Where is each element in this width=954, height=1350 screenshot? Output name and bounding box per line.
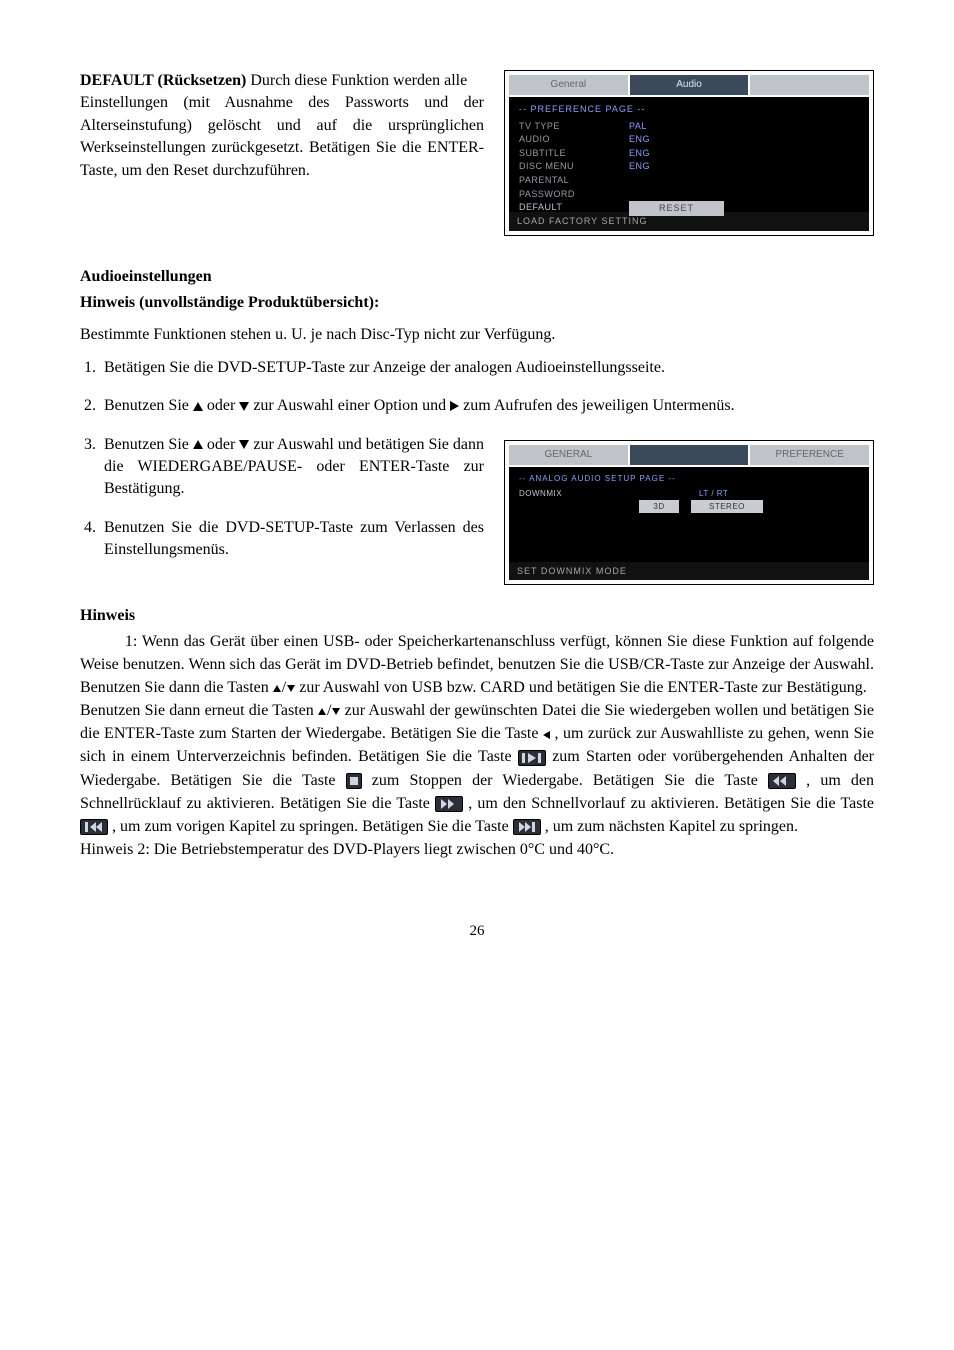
step-1: Betätigen Sie die DVD-SETUP-Taste zur An… — [100, 357, 874, 379]
osd1-val-reset: RESET — [629, 201, 724, 216]
osd-preference-page: General Audio -- PREFERENCE PAGE -- TV T… — [504, 70, 874, 236]
down-arrow-icon — [287, 685, 295, 692]
osd2-tab-general: GENERAL — [509, 445, 628, 465]
hinweis-body: 1: Wenn das Gerät über einen USB- oder S… — [80, 630, 874, 862]
osd1-val-tvtype: PAL — [629, 120, 647, 133]
osd2-header: -- ANALOG AUDIO SETUP PAGE -- — [519, 473, 859, 484]
osd1-tab-audio: Audio — [630, 75, 749, 95]
down-arrow-icon — [239, 402, 249, 411]
down-arrow-icon — [332, 708, 340, 715]
up-arrow-icon — [193, 402, 203, 411]
up-arrow-icon — [318, 708, 326, 715]
osd-analog-audio-setup: GENERAL PREFERENCE -- ANALOG AUDIO SETUP… — [504, 440, 874, 586]
section2-note: Hinweis (unvollständige Produktübersicht… — [80, 292, 874, 314]
step3-a: Benutzen Sie — [104, 436, 193, 453]
osd2-val-stereo: STEREO — [691, 500, 763, 513]
play-pause-icon — [518, 750, 546, 766]
osd1-val-discmenu: ENG — [629, 160, 650, 173]
up-arrow-icon — [193, 440, 203, 449]
page-number: 26 — [80, 921, 874, 942]
rewind-icon — [768, 773, 796, 789]
osd1-val-subtitle: ENG — [629, 147, 650, 160]
step-4: Benutzen Sie die DVD-SETUP-Taste zum Ver… — [100, 517, 484, 562]
osd2-label-downmix: DOWNMIX — [519, 488, 639, 499]
osd1-header: -- PREFERENCE PAGE -- — [519, 103, 859, 116]
step2-a: Benutzen Sie — [104, 397, 193, 414]
step-3: Benutzen Sie oder zur Auswahl und betäti… — [100, 434, 484, 501]
hinweis-p3: Hinweis 2: Die Betriebstemperatur des DV… — [80, 841, 614, 858]
section2-intro: Bestimmte Funktionen stehen u. U. je nac… — [80, 324, 874, 346]
hinweis-p1b: zur Auswahl von USB bzw. CARD und betäti… — [299, 679, 867, 696]
osd1-val-audio: ENG — [629, 133, 650, 146]
fast-forward-icon — [435, 796, 463, 812]
step3-b: oder — [207, 436, 239, 453]
section-title-default: DEFAULT (Rücksetzen) — [80, 72, 246, 89]
next-chapter-icon — [513, 819, 541, 835]
step-2: Benutzen Sie oder zur Auswahl einer Opti… — [100, 395, 874, 417]
osd1-label-discmenu: DISC MENU — [519, 160, 629, 173]
osd1-label-parental: PARENTAL — [519, 174, 629, 187]
step2-c: zur Auswahl einer Option und — [253, 397, 450, 414]
prev-chapter-icon — [80, 819, 108, 835]
section1-rest: Einstellungen (mit Ausnahme des Passwort… — [80, 92, 484, 182]
osd1-label-tvtype: TV TYPE — [519, 120, 629, 133]
osd1-label-subtitle: SUBTITLE — [519, 147, 629, 160]
step2-d: zum Aufrufen des jeweiligen Untermenüs. — [463, 397, 734, 414]
osd1-label-audio: AUDIO — [519, 133, 629, 146]
osd2-val-ltrt: LT / RT — [699, 488, 728, 499]
osd2-footer: SET DOWNMIX MODE — [509, 562, 869, 581]
left-arrow-icon — [543, 731, 550, 739]
osd2-tab-preference: PREFERENCE — [750, 445, 869, 465]
up-arrow-icon — [273, 685, 281, 692]
osd2-mid-3d: 3D — [639, 500, 679, 513]
osd2-tab-blank — [630, 445, 749, 465]
section1-lead: Durch diese Funktion werden alle — [250, 72, 467, 89]
hinweis-p2e: zum Stoppen der Wiedergabe. Betätigen Si… — [372, 772, 768, 789]
hinweis-title: Hinweis — [80, 605, 874, 627]
osd1-label-default: DEFAULT — [519, 201, 629, 216]
section-title-audio: Audioeinstellungen — [80, 266, 874, 288]
down-arrow-icon — [239, 440, 249, 449]
osd1-label-password: PASSWORD — [519, 188, 629, 201]
stop-icon — [346, 773, 362, 789]
hinweis-p2g: , um den Schnellvorlauf zu aktivieren. B… — [468, 795, 874, 812]
step2-b: oder — [207, 397, 239, 414]
hinweis-p2a: Benutzen Sie dann erneut die Tasten — [80, 702, 318, 719]
osd1-tab-blank — [750, 75, 869, 95]
hinweis-p2h: , um zum vorigen Kapitel zu springen. Be… — [112, 818, 513, 835]
osd1-tab-general: General — [509, 75, 628, 95]
right-arrow-icon — [450, 401, 459, 411]
hinweis-p2i: , um zum nächsten Kapitel zu springen. — [545, 818, 798, 835]
